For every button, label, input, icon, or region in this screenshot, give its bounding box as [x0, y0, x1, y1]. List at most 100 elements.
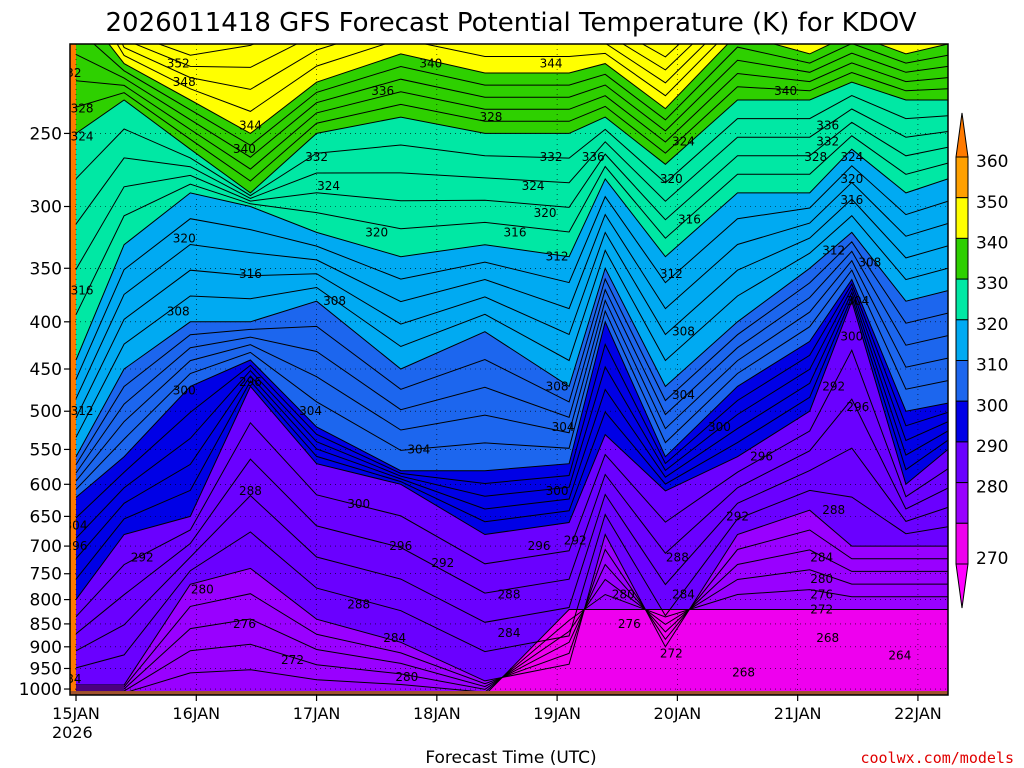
contour-label-text: 268: [732, 666, 755, 680]
colorbar-swatch-340: [955, 237, 969, 280]
contour-label-85: 264: [888, 649, 911, 663]
contour-label-text: 320: [365, 225, 388, 239]
x-tick-label-20JAN: 20JAN: [654, 704, 702, 723]
contour-label-text: 296: [65, 539, 88, 553]
contour-label-68: 332: [816, 134, 839, 148]
contour-label-text: 344: [540, 57, 563, 71]
contour-label-text: 344: [239, 118, 262, 132]
isentrope-292: [75, 295, 948, 580]
contour-label-72: 316: [840, 193, 863, 207]
contour-label-73: 312: [822, 244, 845, 258]
x-axis-label: Forecast Time (UTC): [425, 748, 596, 768]
contour-label-11: 328: [480, 110, 503, 124]
contour-label-text: 312: [822, 244, 845, 258]
colorbar-swatch-310: [955, 360, 969, 402]
contour-label-text: 336: [582, 150, 605, 164]
contour-label-text: 300: [708, 420, 731, 434]
contour-label-34: 304: [70, 519, 87, 533]
contour-label-text: 352: [167, 57, 190, 71]
colorbar-swatch-300: [955, 400, 969, 443]
contour-label-12: 344: [540, 57, 563, 71]
contour-label-text: 304: [846, 294, 869, 308]
contour-label-24: 308: [323, 294, 346, 308]
contour-label-text: 320: [534, 206, 557, 220]
contour-label-8: 324: [317, 179, 340, 193]
colorbar-swatch-320: [955, 319, 969, 361]
ground-strip: [70, 691, 948, 695]
x-tick-label-16JAN: 16JAN: [172, 704, 220, 723]
contour-label-text: 280: [810, 572, 833, 586]
contour-label-text: 268: [816, 631, 839, 645]
contour-label-74: 308: [858, 256, 881, 270]
contour-label-text: 276: [810, 588, 833, 602]
contour-label-80: 284: [810, 550, 833, 564]
contour-label-text: 312: [660, 267, 683, 281]
colorbar-swatch-350: [955, 197, 969, 239]
shade-band-270: [76, 609, 948, 695]
isentrope-288: [75, 348, 948, 618]
isentrope-318: [75, 165, 948, 380]
contour-label-text: 312: [71, 404, 94, 418]
contour-label-text: 332: [540, 150, 563, 164]
colorbar-swatch-330: [955, 278, 969, 321]
x-tick-label-15JAN: 15JAN: [52, 704, 100, 723]
contour-label-text: 292: [726, 509, 749, 523]
contour-label-61: 312: [660, 267, 683, 281]
y-tick-label-550: 550: [30, 440, 62, 460]
contour-label-55: 288: [666, 550, 689, 564]
contour-label-text: 316: [840, 193, 863, 207]
contour-label-19: 320: [173, 232, 196, 246]
x-tick-label-22JAN: 22JAN: [894, 704, 942, 723]
y-tick-label-400: 400: [30, 313, 62, 333]
colorbar-swatch-290: [955, 441, 969, 484]
isentrope-334: [75, 62, 948, 170]
contour-label-21: 316: [71, 284, 94, 298]
contour-label-text: 292: [431, 556, 454, 570]
contour-label-29: 304: [299, 404, 322, 418]
contour-label-text: 308: [546, 379, 569, 393]
isentrope-308: [75, 241, 948, 466]
contour-label-text: 328: [480, 110, 503, 124]
contour-label-33: 300: [546, 484, 569, 498]
colorbar-label-320: 320: [976, 315, 1008, 335]
contour-label-text: 300: [546, 484, 569, 498]
contour-label-41: 292: [564, 533, 587, 547]
contour-label-35: 296: [65, 539, 88, 553]
contour-label-43: 276: [233, 617, 256, 631]
contour-label-50: 280: [612, 588, 635, 602]
contour-label-54: 268: [732, 666, 755, 680]
isentrope-324: [75, 121, 948, 270]
isentrope-316: [75, 181, 948, 399]
contour-label-text: 336: [816, 118, 839, 132]
contour-label-text: 284: [672, 588, 695, 602]
contour-label-42: 280: [191, 582, 214, 596]
isentrope-330: [75, 81, 948, 194]
contour-label-text: 320: [173, 232, 196, 246]
contour-label-52: 272: [660, 646, 683, 660]
isentrope-326: [75, 108, 948, 225]
isentrope-298: [75, 282, 948, 519]
contour-label-36: 292: [131, 550, 154, 564]
contour-label-77: 292: [822, 379, 845, 393]
colorbar-label-280: 280: [976, 478, 1008, 498]
y-tick-label-300: 300: [30, 198, 62, 218]
isentrope-336: [75, 52, 948, 158]
contour-label-text: 304: [672, 388, 695, 402]
contour-label-69: 328: [804, 150, 827, 164]
isentrope-272: [76, 589, 948, 694]
contour-label-text: 280: [395, 670, 418, 684]
contour-label-text: 308: [858, 256, 881, 270]
contour-label-78: 296: [846, 400, 869, 414]
contour-label-text: 280: [612, 588, 635, 602]
isentrope-338: [93, 44, 948, 146]
contour-label-81: 280: [810, 572, 833, 586]
isentrope-296: [75, 286, 948, 539]
contour-label-5: 344: [239, 118, 262, 132]
contour-label-text: 340: [419, 57, 442, 71]
contour-label-7: 332: [305, 150, 328, 164]
isentrope-290: [75, 299, 948, 600]
contour-label-58: 300: [708, 420, 731, 434]
contour-label-text: 336: [371, 84, 394, 98]
contour-label-text: 264: [888, 649, 911, 663]
contour-label-1: 348: [173, 75, 196, 89]
